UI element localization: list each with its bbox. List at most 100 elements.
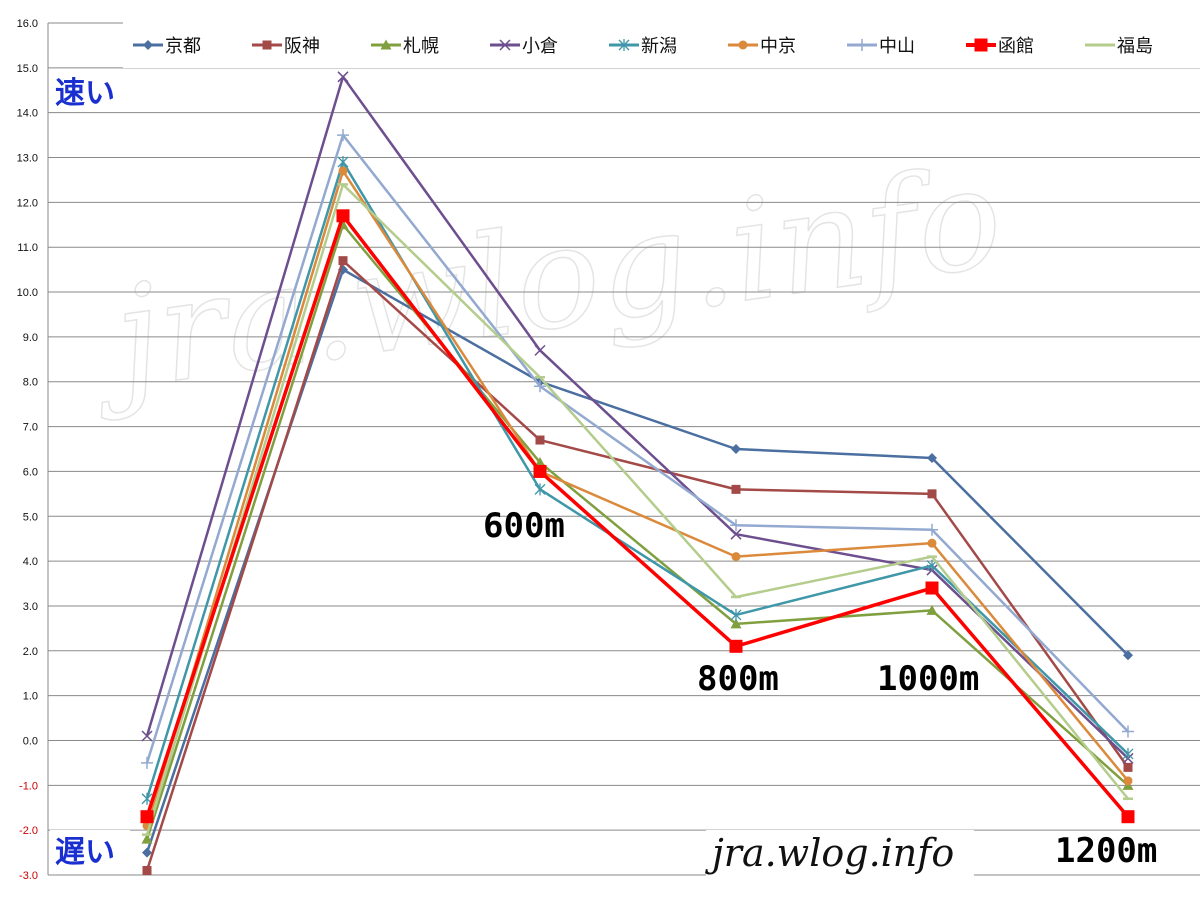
- y-tick-label: 1.0: [23, 691, 38, 703]
- data-point: [140, 810, 154, 824]
- slow-label: 遅い: [55, 835, 115, 870]
- y-tick-label: -1.0: [19, 780, 38, 792]
- legend-label: 札幌: [403, 36, 439, 57]
- legend-label: 中京: [760, 36, 796, 57]
- series-line: [145, 133, 1129, 764]
- data-point: [534, 456, 546, 467]
- data-point: [142, 847, 152, 858]
- legend-item: 函館: [966, 36, 1034, 57]
- data-point: [338, 256, 348, 266]
- data-point: [141, 730, 153, 742]
- y-tick-label: 10.0: [17, 287, 38, 299]
- y-tick-label: 15.0: [17, 63, 38, 75]
- legend-marker: [499, 39, 511, 51]
- legend: 京都 阪神 札幌 小倉 新潟 中京 中山 函館 福島: [133, 36, 1153, 57]
- y-tick-label: 8.0: [23, 377, 38, 389]
- data-point: [729, 639, 743, 653]
- distance-label: 800m: [697, 659, 779, 699]
- data-point: [534, 483, 546, 496]
- legend-label: 函館: [998, 36, 1034, 57]
- series-7: [141, 129, 1134, 769]
- distance-label: 1000m: [877, 659, 979, 699]
- slow-label-background: [50, 830, 130, 870]
- legend-item: 中京: [728, 36, 796, 57]
- y-axis-ticks: 16.0 15.0 14.0 13.0 12.0 11.0 10.0 9.0 8.0 7.0 6.0…: [17, 18, 38, 882]
- y-tick-label: 14.0: [17, 108, 38, 120]
- series-9: [142, 183, 1133, 836]
- y-tick-label: -2.0: [19, 825, 38, 837]
- distance-label: 1200m: [1055, 831, 1157, 871]
- data-point: [730, 608, 742, 621]
- legend-item: 小倉: [490, 36, 558, 57]
- data-point: [337, 71, 349, 83]
- data-point: [534, 344, 546, 356]
- data-point: [925, 581, 939, 595]
- data-point: [731, 484, 741, 494]
- legend-item: 中山: [847, 36, 915, 57]
- series-line: [145, 268, 1129, 853]
- series-2: [142, 256, 1133, 876]
- data-point: [731, 444, 741, 454]
- y-tick-label: 0.0: [23, 735, 38, 747]
- legend-label: 中山: [879, 36, 915, 57]
- legend-item: 京都: [133, 36, 201, 57]
- y-tick-label: 16.0: [17, 18, 38, 30]
- fast-label-background: [50, 70, 130, 110]
- legend-item: 札幌: [371, 36, 439, 57]
- data-point: [338, 166, 348, 176]
- data-point: [336, 209, 350, 223]
- data-point: [926, 523, 938, 536]
- y-tick-label: 6.0: [23, 466, 38, 478]
- data-point: [731, 552, 741, 562]
- data-point: [141, 756, 153, 769]
- y-tick-label: 2.0: [23, 646, 38, 658]
- series-line: [145, 183, 1129, 836]
- legend-marker: [262, 40, 272, 50]
- series-line: [145, 169, 1129, 827]
- y-tick-label: 5.0: [23, 511, 38, 523]
- y-tick-label: 4.0: [23, 556, 38, 568]
- legend-label: 小倉: [522, 36, 558, 57]
- series-1: [142, 264, 1133, 858]
- legend-label: 福島: [1117, 36, 1153, 57]
- series-4: [141, 71, 1134, 764]
- fast-label: 速い: [55, 76, 115, 111]
- legend-marker: [143, 40, 153, 50]
- legend-background: [123, 22, 1200, 68]
- legend-label: 新潟: [641, 36, 677, 57]
- series-line: [145, 259, 1130, 871]
- y-tick-label: 7.0: [23, 422, 38, 434]
- legend-marker: [738, 40, 748, 50]
- data-point: [142, 866, 152, 876]
- data-point: [141, 833, 153, 844]
- data-point: [927, 538, 937, 548]
- grid-lines: [47, 22, 1200, 876]
- footer-site-text: jra.wlog.info: [705, 831, 954, 875]
- data-point: [926, 604, 938, 615]
- data-point: [1122, 725, 1134, 738]
- legend-marker: [974, 38, 988, 52]
- legend-label: 京都: [165, 36, 201, 57]
- series-group: [140, 71, 1135, 876]
- y-tick-label: 11.0: [17, 242, 38, 254]
- y-tick-label: 9.0: [23, 332, 38, 344]
- y-tick-label: 12.0: [17, 197, 38, 209]
- y-tick-label: 13.0: [17, 153, 38, 165]
- footer-text-background: [706, 830, 974, 880]
- data-point: [730, 528, 742, 540]
- legend-label: 阪神: [284, 36, 320, 57]
- data-point: [1123, 650, 1133, 661]
- series-line: [145, 223, 1129, 840]
- legend-item: 阪神: [252, 36, 320, 57]
- data-point: [533, 464, 547, 478]
- data-point: [927, 489, 937, 499]
- data-point: [534, 380, 546, 393]
- data-point: [1123, 762, 1133, 772]
- data-point: [927, 452, 937, 463]
- data-point: [1122, 747, 1134, 760]
- data-point: [730, 618, 742, 629]
- data-point: [1123, 776, 1133, 786]
- legend-marker: [856, 39, 868, 51]
- series-line: [145, 75, 1129, 760]
